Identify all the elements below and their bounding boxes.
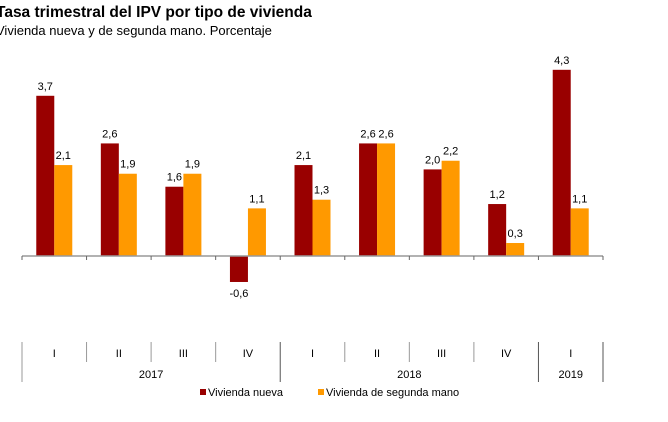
quarter-tick-label: I: [569, 348, 572, 360]
data-label: 4,3: [554, 55, 569, 67]
data-label: 2,6: [378, 128, 393, 140]
year-tick-label: 2017: [139, 369, 163, 381]
data-label: 2,6: [102, 128, 117, 140]
bar-nueva: [552, 69, 571, 256]
data-label: 1,3: [314, 185, 329, 197]
data-label: 2,1: [296, 150, 311, 162]
quarter-tick-label: I: [53, 348, 56, 360]
bar-segunda-mano: [118, 173, 137, 256]
bar-segunda-mano: [312, 199, 331, 256]
bar-nueva: [359, 143, 378, 256]
data-label: 2,1: [56, 150, 71, 162]
data-label: 1,1: [572, 193, 587, 205]
legend-label: Vivienda de segunda mano: [326, 387, 459, 399]
data-label: 0,3: [508, 228, 523, 240]
legend-label: Vivienda nueva: [208, 387, 284, 399]
chart-title: Tasa trimestral del IPV por tipo de vivi…: [0, 4, 312, 21]
bar-segunda-mano: [570, 208, 589, 256]
quarter-tick-label: III: [437, 348, 446, 360]
data-label: 1,9: [120, 159, 135, 171]
quarter-tick-label: II: [116, 348, 122, 360]
quarter-tick-label: IV: [501, 348, 512, 360]
bar-nueva: [100, 143, 119, 256]
bar-segunda-mano: [441, 160, 460, 256]
data-label: 2,0: [425, 154, 440, 166]
year-tick-label: 2018: [397, 369, 421, 381]
bar-segunda-mano: [247, 208, 266, 256]
bar-segunda-mano: [54, 165, 73, 256]
bar-nueva: [165, 186, 184, 256]
bar-nueva: [36, 95, 55, 256]
bar-segunda-mano: [506, 243, 525, 256]
bar-segunda-mano: [183, 173, 202, 256]
data-label: -0,6: [229, 288, 248, 300]
legend-swatch: [200, 389, 206, 395]
bar-nueva: [294, 165, 313, 256]
quarter-tick-label: IV: [243, 348, 254, 360]
bar-segunda-mano: [377, 143, 396, 256]
legend-swatch: [318, 389, 324, 395]
quarter-tick-label: I: [311, 348, 314, 360]
year-tick-label: 2019: [558, 369, 582, 381]
quarter-tick-label: II: [374, 348, 380, 360]
data-label: 2,2: [443, 146, 458, 158]
bar-nueva: [488, 204, 507, 256]
data-label: 1,2: [490, 189, 505, 201]
data-label: 1,9: [185, 159, 200, 171]
bar-nueva: [229, 256, 248, 282]
data-label: 2,6: [360, 128, 375, 140]
quarter-tick-label: III: [179, 348, 188, 360]
data-label: 3,7: [38, 81, 53, 93]
data-label: 1,6: [167, 172, 182, 184]
chart-subtitle: Vivienda nueva y de segunda mano. Porcen…: [0, 23, 272, 38]
bar-nueva: [423, 169, 442, 256]
data-label: 1,1: [249, 193, 264, 205]
